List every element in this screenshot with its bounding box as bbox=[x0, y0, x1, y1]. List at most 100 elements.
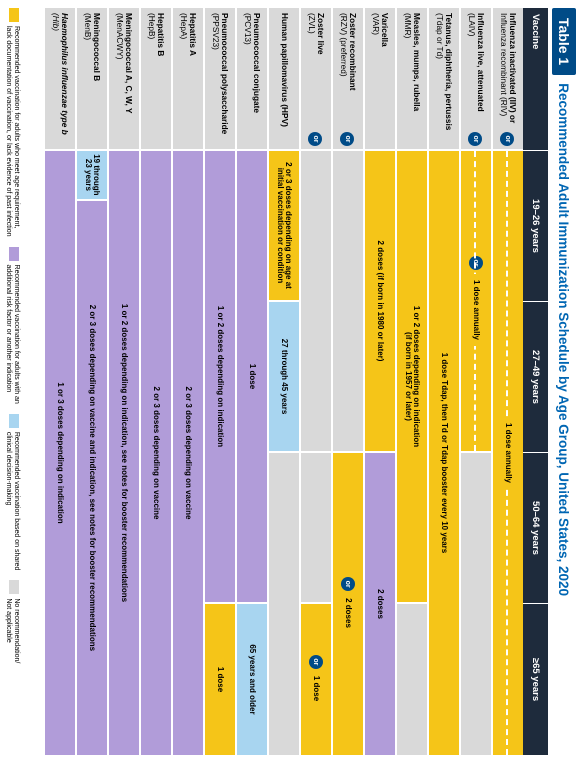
table-row: Meningococcal A, C, W, Y(MenACWY) 1 or 2 … bbox=[107, 8, 139, 755]
segment bbox=[333, 151, 363, 453]
segment-text: 19 through 23 years bbox=[84, 151, 101, 199]
segment bbox=[301, 151, 331, 453]
row-bars: 1 dose annually bbox=[493, 151, 523, 755]
segment-text: 1 or 2 doses depending on indication, se… bbox=[120, 301, 128, 605]
schedule-table: Vaccine 19–26 years 27–49 years 50–64 ye… bbox=[23, 8, 548, 755]
vaccine-label: Pneumococcal conjugate(PCV13) bbox=[237, 8, 267, 151]
segment-text: 2 or 3 doses depending on age at initial… bbox=[276, 151, 293, 300]
or-icon: or bbox=[500, 132, 514, 146]
segment-text: 2 doses bbox=[344, 595, 352, 631]
table-row: Influenza inactivated (IIV) orInfluenza … bbox=[491, 8, 523, 755]
segment-text: 1 dose bbox=[216, 664, 224, 695]
legend-text: No recommendation/Not applicable bbox=[4, 598, 20, 663]
legend-swatch bbox=[9, 247, 19, 261]
table-header-row: Vaccine 19–26 years 27–49 years 50–64 ye… bbox=[523, 8, 548, 755]
row-bars: 2 doses (if born in 1980 or later)2 dose… bbox=[365, 151, 395, 755]
segment: 1 or 2 doses depending on indication bbox=[205, 151, 235, 604]
or-icon: or bbox=[468, 132, 482, 146]
segment: or2 doses bbox=[333, 453, 363, 755]
vaccine-label: Meningococcal B(MenB) bbox=[77, 8, 107, 151]
table-row: Zoster live(ZVL)or or1 dose bbox=[299, 8, 331, 755]
table-row: Pneumococcal polysaccharide(PPSV23)1 or … bbox=[203, 8, 235, 755]
vaccine-label: Influenza inactivated (IIV) orInfluenza … bbox=[493, 8, 523, 151]
segment-text: 1 or 2 doses depending on indication(if … bbox=[404, 303, 421, 450]
table-row: Measles, mumps, rubella(MMR) 1 or 2 doses… bbox=[395, 8, 427, 755]
vaccine-label: Hepatitis A(HepA) bbox=[173, 8, 203, 151]
segment: or 1 dose annually bbox=[461, 151, 491, 453]
segment-text: 27 through 45 years bbox=[280, 336, 288, 418]
table-number-badge: Table 1 bbox=[552, 8, 576, 75]
col-header-19-26: 19–26 years bbox=[523, 151, 548, 302]
legend-swatch bbox=[9, 8, 19, 22]
col-header-65-plus: ≥65 years bbox=[523, 604, 548, 755]
legend-item: Recommended vaccination for adults with … bbox=[4, 247, 20, 404]
segment: 19 through 23 years bbox=[77, 151, 107, 201]
table-row: Zoster recombinant(RZV) (preferred)oror2… bbox=[331, 8, 363, 755]
segment: 1 dose bbox=[237, 151, 267, 604]
segment-text: 1 dose bbox=[248, 361, 256, 392]
vaccine-label: Pneumococcal polysaccharide(PPSV23) bbox=[205, 8, 235, 151]
table-row: Tetanus, diphtheria, pertussis(Tdap or T… bbox=[427, 8, 459, 755]
legend-item: No recommendation/Not applicable bbox=[4, 580, 20, 663]
row-bars: 1 or 2 doses depending on indication 1 do… bbox=[205, 151, 235, 755]
table-row: Haemophilus influenzae type b(Hib) 1 or 3… bbox=[43, 8, 75, 755]
segment: 2 or 3 doses depending on age at initial… bbox=[269, 151, 299, 302]
segment-text: 2 or 3 doses depending on vaccine bbox=[152, 384, 160, 523]
table-row: Hepatitis B(HepB)2 or 3 doses depending … bbox=[139, 8, 171, 755]
segment-text: 1 or 2 doses depending on indication bbox=[216, 303, 224, 450]
segment-text: 2 or 3 doses depending on vaccine and in… bbox=[88, 302, 96, 654]
vaccine-label: Influenza live, attenuated(LAIV)or bbox=[461, 8, 491, 151]
segment: 2 or 3 doses depending on vaccine and in… bbox=[77, 201, 107, 755]
segment: 1 or 2 doses depending on indication(if … bbox=[397, 151, 427, 604]
segment bbox=[397, 604, 427, 755]
legend-swatch bbox=[9, 580, 19, 594]
vaccine-label: Varicella(VAR) bbox=[365, 8, 395, 151]
row-bars: 1 dose Tdap, then Td or Tdap booster eve… bbox=[429, 151, 459, 755]
row-bars: 1 or 2 doses depending on indication, se… bbox=[109, 151, 139, 755]
or-icon: or bbox=[340, 132, 354, 146]
table-row: Pneumococcal conjugate(PCV13) 1 dose 65 ye… bbox=[235, 8, 267, 755]
row-bars: 19 through 23 years 2 or 3 doses dependin… bbox=[77, 151, 107, 755]
row-bars: 1 or 2 doses depending on indication(if … bbox=[397, 151, 427, 755]
segment-text: 1 dose Tdap, then Td or Tdap booster eve… bbox=[440, 350, 448, 557]
row-bars: 1 or 3 doses depending on indication bbox=[45, 151, 75, 755]
legend: Recommended vaccination for adults who m… bbox=[4, 8, 20, 755]
or-icon: or bbox=[469, 256, 483, 270]
legend-swatch bbox=[9, 414, 19, 428]
table-row: Hepatitis A(HepA) 2 or 3 doses depending … bbox=[171, 8, 203, 755]
row-bars: or1 dose bbox=[301, 151, 331, 755]
segment: 1 or 2 doses depending on indication, se… bbox=[109, 151, 139, 755]
vaccine-label: Haemophilus influenzae type b(Hib) bbox=[45, 8, 75, 151]
vaccine-label: Meningococcal A, C, W, Y(MenACWY) bbox=[109, 8, 139, 151]
vaccine-label: Zoster live(ZVL)or bbox=[301, 8, 331, 151]
segment: 1 dose annually bbox=[493, 151, 523, 755]
segment: 2 or 3 doses depending on vaccine bbox=[141, 151, 171, 755]
segment-text: 1 or 3 doses depending on indication bbox=[56, 379, 64, 526]
legend-text: Recommended vaccination for adults who m… bbox=[4, 26, 20, 237]
row-bars: 2 or 3 doses depending on vaccine bbox=[173, 151, 203, 755]
segment-text: 1 dose annually bbox=[504, 417, 512, 489]
vaccine-label: Human papillomavirus (HPV) bbox=[269, 8, 299, 151]
segment-text: 1 dose annually bbox=[472, 274, 480, 346]
title-row: Table 1 Recommended Adult Immunization S… bbox=[552, 8, 576, 755]
segment: 1 dose bbox=[205, 604, 235, 755]
segment: or1 dose bbox=[301, 604, 331, 755]
legend-item: Recommended vaccination based on sharedc… bbox=[4, 414, 20, 571]
or-icon: or bbox=[308, 132, 322, 146]
segment bbox=[269, 453, 299, 755]
table-row: Meningococcal B(MenB)19 through 23 years… bbox=[75, 8, 107, 755]
table-title: Recommended Adult Immunization Schedule … bbox=[556, 83, 571, 596]
segment: 27 through 45 years bbox=[269, 302, 299, 453]
segment: 1 dose Tdap, then Td or Tdap booster eve… bbox=[429, 151, 459, 755]
row-bars: 2 or 3 doses depending on age at initial… bbox=[269, 151, 299, 755]
row-bars: 2 or 3 doses depending on vaccine bbox=[141, 151, 171, 755]
row-bars: 1 dose 65 years and older bbox=[237, 151, 267, 755]
vaccine-label: Tetanus, diphtheria, pertussis(Tdap or T… bbox=[429, 8, 459, 151]
segment: 1 or 3 doses depending on indication bbox=[45, 151, 75, 755]
table-row: Human papillomavirus (HPV)2 or 3 doses d… bbox=[267, 8, 299, 755]
segment: 65 years and older bbox=[237, 604, 267, 755]
segment-text: 2 or 3 doses depending on vaccine bbox=[184, 384, 192, 523]
segment bbox=[301, 453, 331, 604]
segment-text: 65 years and older bbox=[248, 641, 256, 717]
vaccine-label: Measles, mumps, rubella(MMR) bbox=[397, 8, 427, 151]
